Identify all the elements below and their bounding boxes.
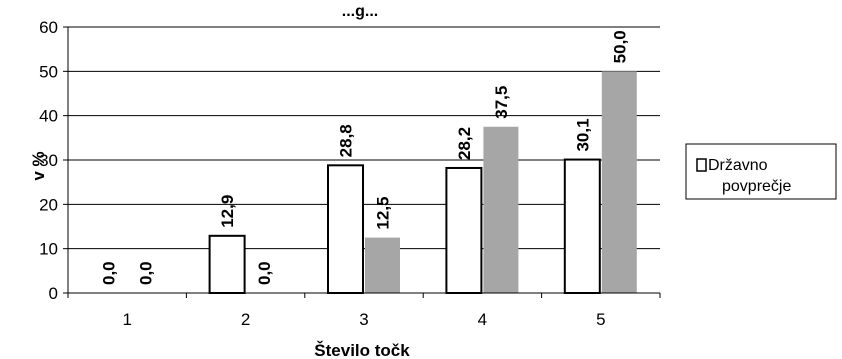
- y-tick-label-20: 20: [39, 195, 58, 214]
- y-tick-label-10: 10: [39, 240, 58, 259]
- x-tick-label-5: 5: [596, 310, 605, 329]
- tick-labels: 0 10 20 30 40 50 60 1 2 3 4 5: [39, 18, 605, 329]
- data-label-series2-cat2: 0,0: [255, 261, 274, 285]
- x-tick-label-1: 1: [122, 310, 131, 329]
- bar-series1-cat5: [563, 158, 601, 294]
- legend-label-line2: povprečje: [722, 178, 791, 195]
- data-labels: 0,0 0,0 12,9 0,0 28,8 12,5 28,2 37,5 30,1 50,0: [100, 30, 630, 285]
- bar-series1-cat2: [208, 234, 246, 294]
- bar-series1-cat4: [445, 166, 483, 294]
- y-tick-label-30: 30: [39, 151, 58, 170]
- chart-title-fragment: ...g...: [342, 3, 378, 20]
- data-label-series2-cat4: 37,5: [492, 86, 511, 119]
- bar-series2-cat5: [601, 71, 637, 293]
- x-tick-label-2: 2: [241, 310, 250, 329]
- y-tick-label-50: 50: [39, 62, 58, 81]
- data-label-series2-cat1: 0,0: [137, 261, 156, 285]
- bar-series1-cat3: [327, 164, 364, 295]
- data-label-series1-cat1: 0,0: [100, 261, 119, 285]
- data-label-series1-cat2: 12,9: [218, 195, 237, 228]
- legend-label-line1: Državno: [708, 157, 768, 174]
- y-tick-label-40: 40: [39, 107, 58, 126]
- x-tick-label-4: 4: [478, 310, 487, 329]
- data-label-series2-cat5: 50,0: [610, 30, 629, 63]
- y-tick-label-60: 60: [39, 18, 58, 37]
- bars: [208, 71, 637, 295]
- data-label-series2-cat3: 12,5: [374, 196, 393, 229]
- bar-series2-cat4: [483, 126, 519, 293]
- data-label-series1-cat4: 28,2: [455, 127, 474, 160]
- data-label-series1-cat5: 30,1: [573, 118, 592, 151]
- x-tick-label-3: 3: [359, 310, 368, 329]
- legend: Državno povprečje: [685, 143, 837, 200]
- y-tick-label-0: 0: [49, 284, 58, 303]
- axes: [63, 26, 661, 298]
- grid-lines: [68, 26, 660, 250]
- y-axis-title: v %: [29, 151, 48, 180]
- data-label-series1-cat3: 28,8: [337, 124, 356, 157]
- x-axis-title: Število točk: [314, 341, 410, 359]
- bar-series2-cat3: [365, 237, 400, 293]
- legend-frame: [685, 143, 837, 200]
- legend-swatch: [696, 158, 707, 172]
